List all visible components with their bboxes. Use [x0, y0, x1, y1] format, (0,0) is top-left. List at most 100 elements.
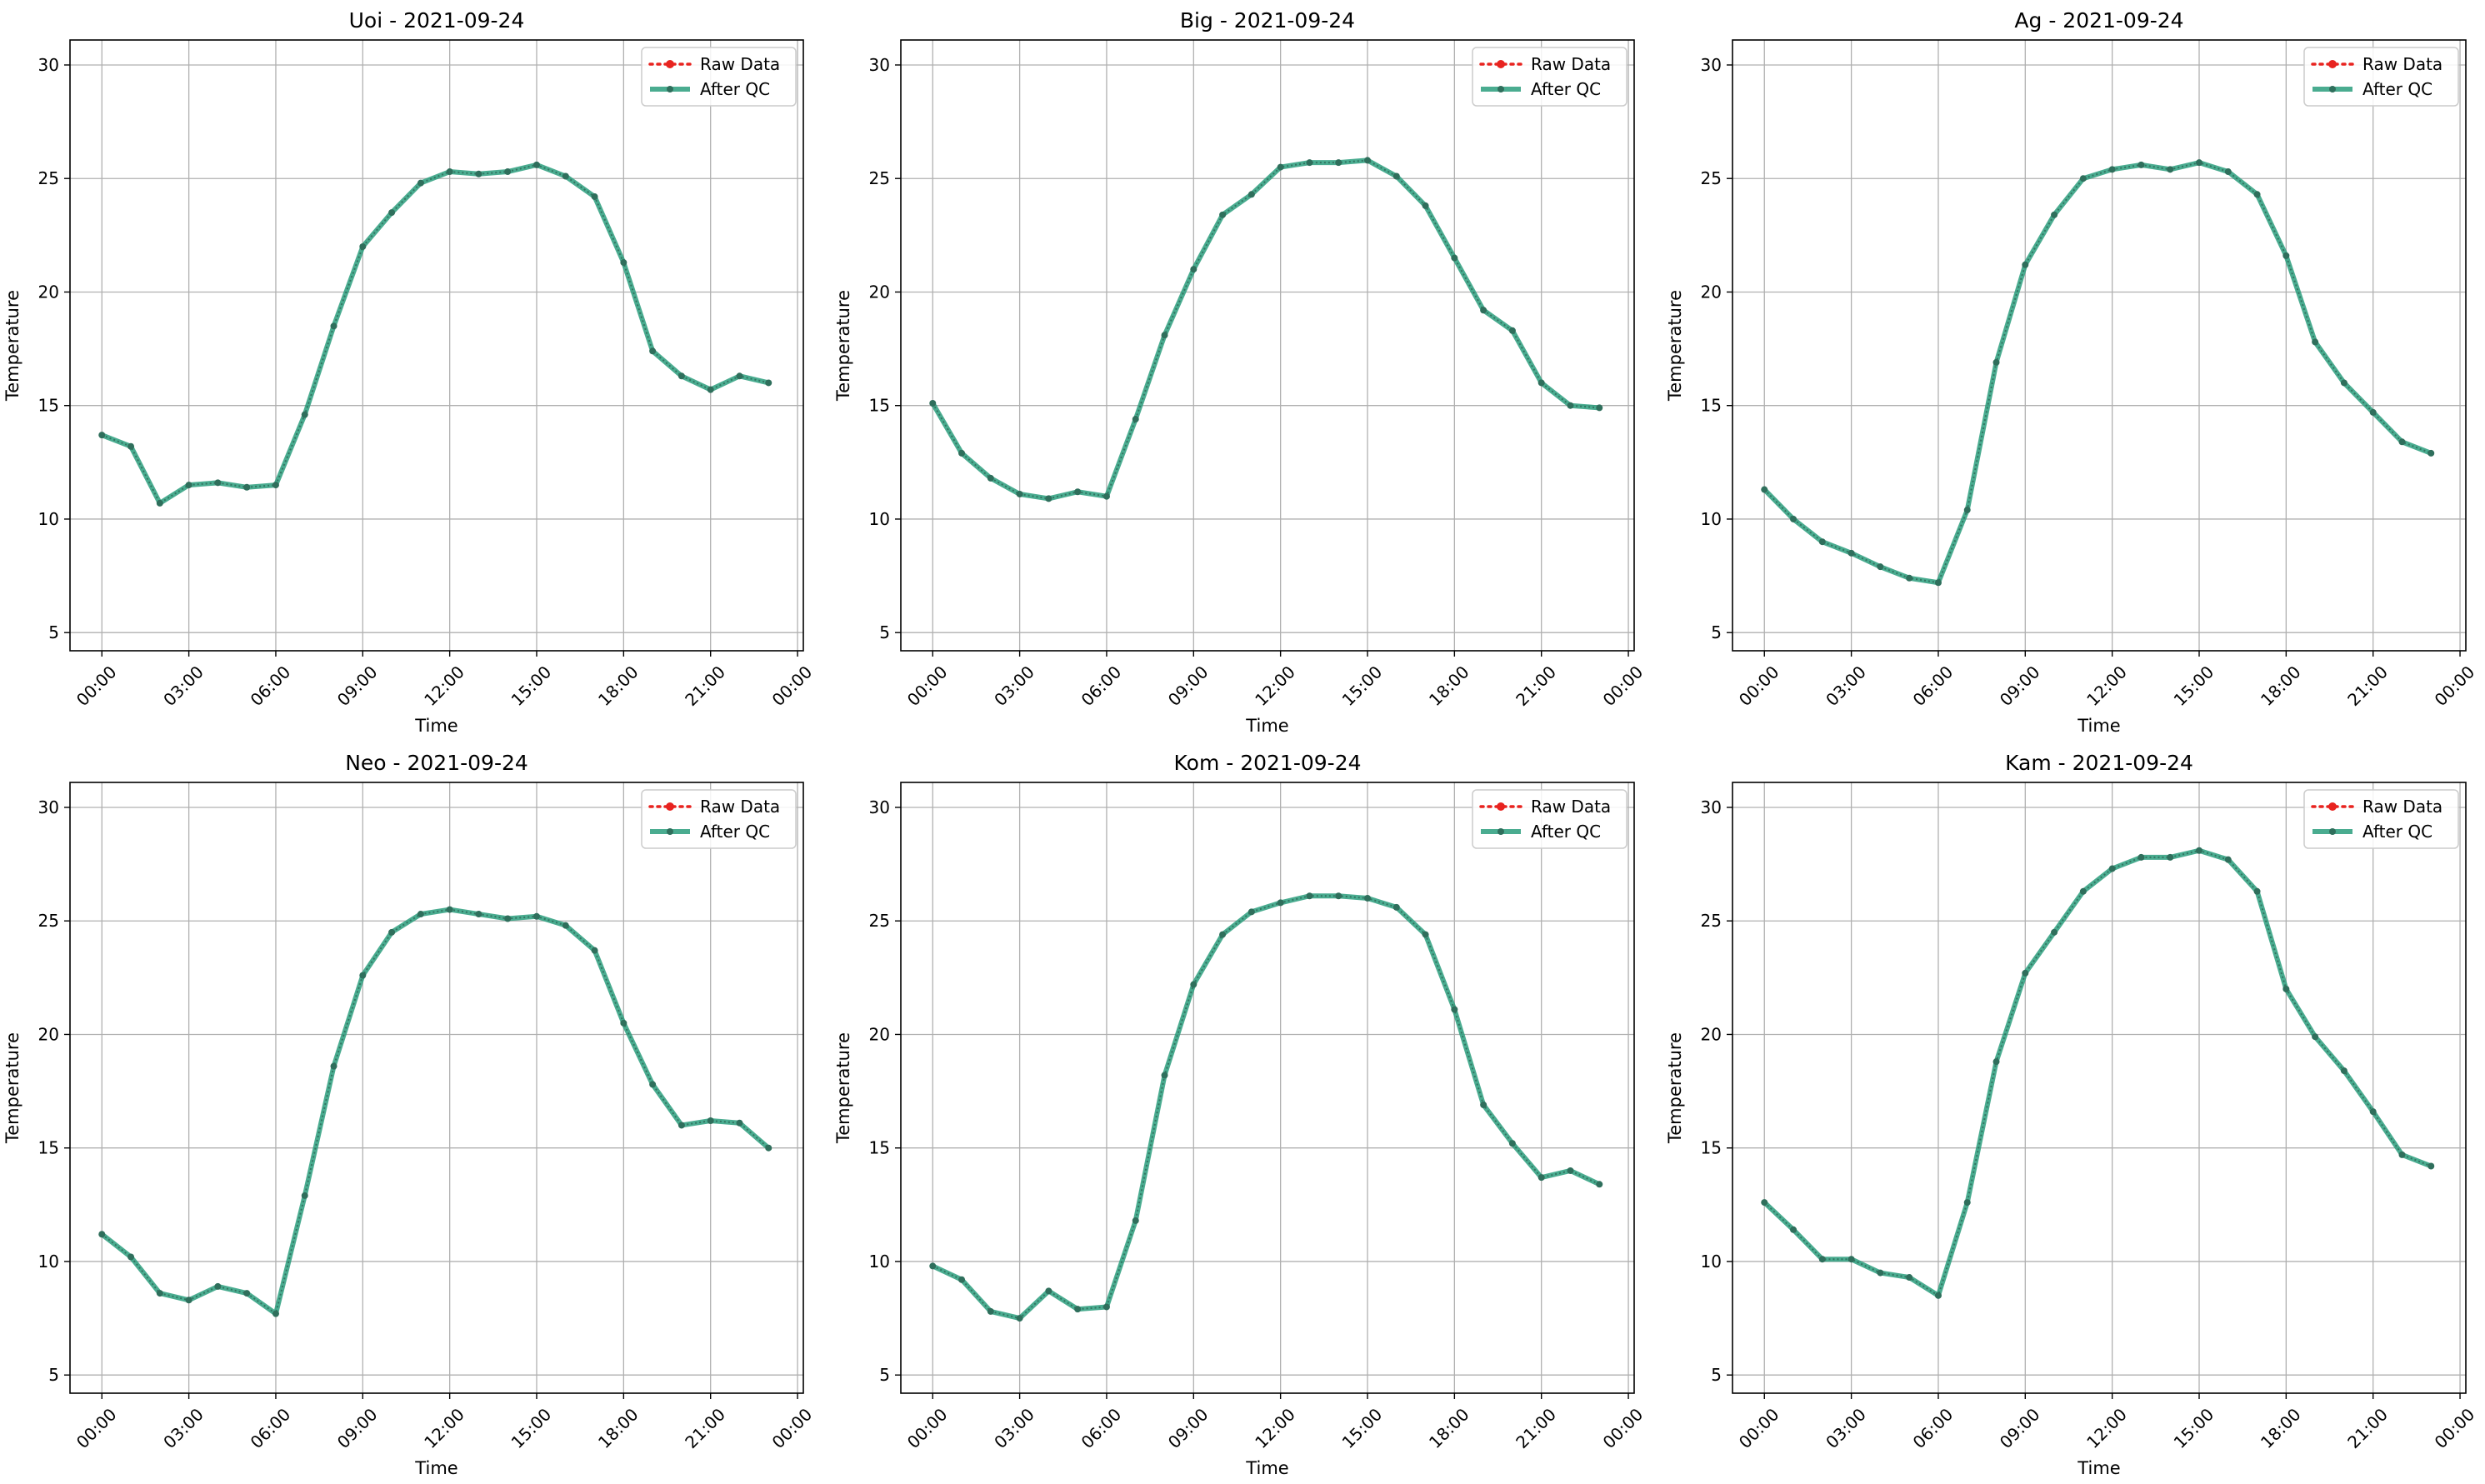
x-axis-label: Time: [1245, 716, 1288, 736]
x-tick-label: 21:00: [1512, 1404, 1560, 1452]
data-point: [2079, 887, 2087, 895]
data-point: [620, 259, 628, 267]
y-axis-label: Temperature: [1665, 290, 1685, 402]
data-point: [1992, 358, 2000, 366]
data-point: [1277, 899, 1284, 907]
data-point: [1963, 1199, 1971, 1207]
data-point: [2167, 166, 2174, 173]
x-tick-label: 09:00: [1164, 1404, 1212, 1452]
y-tick-label: 20: [869, 282, 890, 302]
x-tick-label: 03:00: [990, 1404, 1038, 1452]
plot-frame: [900, 39, 1635, 652]
data-point: [736, 372, 743, 380]
x-tick-label: 15:00: [508, 662, 556, 710]
legend: Raw Data After QC: [1472, 47, 1628, 107]
data-point: [1538, 379, 1545, 387]
y-tick-label: 25: [1701, 911, 1722, 931]
legend-label-after-qc: After QC: [700, 822, 770, 842]
series-line-raw-data: [101, 163, 769, 505]
data-point: [2369, 1108, 2377, 1116]
y-tick-label: 25: [38, 911, 59, 931]
x-tick-label: 00:00: [903, 662, 952, 710]
data-point: [185, 1297, 192, 1304]
data-point: [1392, 903, 1400, 911]
data-point: [2398, 438, 2406, 446]
y-tick-label: 25: [38, 168, 59, 188]
data-point: [1016, 490, 1023, 497]
data-point: [2196, 847, 2202, 854]
data-point: [591, 947, 598, 954]
legend-marker-raw-data: [2328, 802, 2337, 811]
data-point: [1451, 1006, 1458, 1013]
legend-label-raw-data: Raw Data: [2362, 54, 2442, 74]
legend-label-raw-data: Raw Data: [700, 797, 780, 817]
data-point: [2224, 856, 2232, 863]
y-tick-label: 20: [1701, 1024, 1722, 1044]
x-tick-label: 15:00: [2170, 662, 2218, 710]
y-tick-label: 5: [879, 1365, 890, 1385]
x-tick-label: 00:00: [1599, 1404, 1648, 1452]
data-point: [1480, 1101, 1488, 1108]
data-point: [2312, 1033, 2319, 1041]
series-line-after-qc: [100, 907, 771, 1317]
legend-marker-after-qc: [667, 86, 673, 92]
data-point: [958, 449, 966, 457]
data-point: [504, 168, 512, 176]
data-point: [417, 911, 424, 918]
data-point: [736, 1119, 743, 1127]
data-point: [1906, 1274, 1913, 1282]
x-tick-label: 12:00: [2082, 662, 2131, 710]
legend-label-raw-data: Raw Data: [1531, 797, 1611, 817]
data-point: [475, 911, 482, 918]
data-point: [987, 1307, 994, 1315]
data-point: [156, 499, 163, 507]
data-point: [2312, 338, 2319, 346]
grid: [901, 40, 1634, 651]
data-point: [128, 442, 135, 450]
legend-marker-after-qc: [2329, 86, 2336, 92]
plot-frame: [69, 39, 804, 652]
data-point: [417, 179, 424, 187]
x-tick-label: 03:00: [159, 662, 208, 710]
x-axis-label: Time: [414, 1458, 458, 1478]
data-point: [301, 1192, 308, 1199]
x-tick-label: 18:00: [1425, 1404, 1473, 1452]
y-tick-label: 25: [1701, 168, 1722, 188]
data-point: [2224, 168, 2232, 176]
data-point: [1992, 1058, 2000, 1066]
data-point: [2108, 865, 2116, 872]
legend-marker-raw-data: [1497, 802, 1505, 811]
x-tick-label: 12:00: [2082, 1404, 2131, 1452]
x-tick-label: 06:00: [1909, 1404, 1958, 1452]
data-point: [2051, 928, 2058, 936]
y-tick-label: 15: [1701, 1138, 1722, 1158]
data-point: [1848, 1256, 1855, 1263]
data-point: [1161, 332, 1168, 339]
data-point: [1190, 981, 1198, 988]
data-point: [1219, 931, 1227, 938]
series-line-after-qc: [1762, 160, 2432, 586]
chart-title: Neo - 2021-09-24: [345, 751, 528, 775]
series-line-raw-data: [932, 159, 1600, 500]
data-point: [1818, 538, 1826, 546]
series-line-after-qc: [101, 162, 769, 506]
legend-marker-raw-data: [666, 60, 674, 68]
data-point: [1480, 307, 1488, 314]
x-tick-label: 06:00: [247, 1404, 295, 1452]
data-point: [678, 1122, 685, 1129]
chart-panel-4: 5 10 15 20 25 30 00:00 03:00 06:00 09:00 12:00 15:0…: [2, 751, 816, 1478]
legend: Raw Data After QC: [641, 47, 797, 107]
y-axis-label: Temperature: [833, 1032, 853, 1144]
x-axis-label: Time: [2077, 1458, 2120, 1478]
data-point: [1451, 254, 1458, 262]
x-tick-label: 03:00: [1822, 1404, 1870, 1452]
x-tick-label: 00:00: [1735, 662, 1783, 710]
grid: [901, 782, 1634, 1393]
x-tick-label: 12:00: [1251, 662, 1299, 710]
data-point: [1306, 159, 1313, 167]
data-point: [1596, 404, 1603, 412]
chart-title: Big - 2021-09-24: [1180, 8, 1355, 32]
data-point: [2282, 252, 2290, 259]
data-point: [1963, 507, 1971, 514]
chart-panel-5: 5 10 15 20 25 30 00:00 03:00 06:00 09:00 12:00 15:0…: [833, 751, 1647, 1478]
